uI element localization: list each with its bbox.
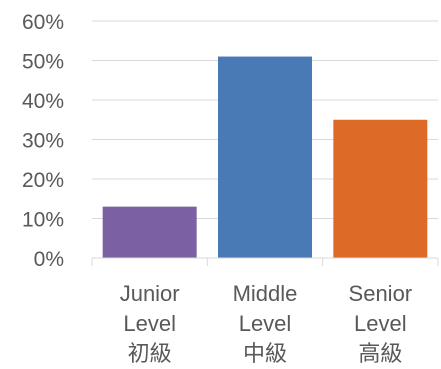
x-tick-label: Level: [239, 311, 292, 336]
x-tick-label: 中級: [243, 341, 287, 366]
bars: [102, 56, 428, 258]
y-axis: 0% 10% 20% 30% 40% 50% 60%: [22, 11, 64, 271]
bar: [333, 119, 428, 258]
x-tick-label: Senior: [349, 281, 413, 306]
x-tick-label: 初級: [128, 341, 172, 366]
y-tick-label: 60%: [22, 11, 64, 34]
x-tick-label: Level: [354, 311, 407, 336]
x-tick-label: Junior: [120, 281, 180, 306]
y-tick-label: 30%: [22, 130, 64, 153]
y-tick-label: 20%: [22, 169, 64, 192]
x-tick-label: Level: [123, 311, 176, 336]
y-tick-label: 50%: [22, 51, 64, 74]
bar: [218, 56, 312, 258]
y-tick-label: 40%: [22, 90, 64, 113]
x-tick-label: 高級: [358, 341, 402, 366]
x-axis: Junior Level 初級 Middle Level 中級 Senior Level 高級: [91, 257, 439, 366]
y-tick-label: 10%: [22, 209, 64, 232]
x-tick-label: Middle: [233, 281, 298, 306]
y-tick-label: 0%: [34, 248, 64, 271]
bar: [102, 206, 197, 258]
